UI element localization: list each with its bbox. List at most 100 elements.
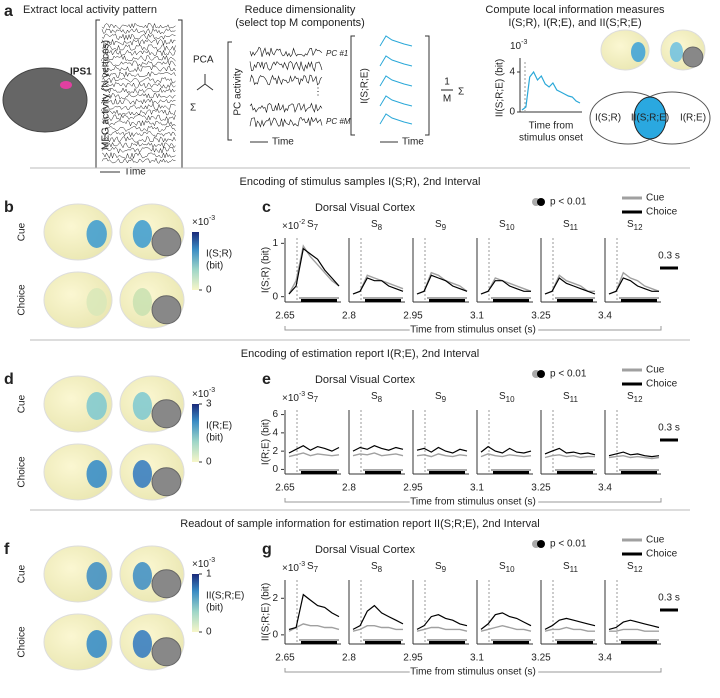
legend-label: Choice xyxy=(646,549,678,560)
trace-decor xyxy=(101,70,176,78)
trace-line xyxy=(544,617,596,630)
brain-view xyxy=(600,29,650,71)
exp-base: ×10 xyxy=(192,217,209,228)
sig-bar xyxy=(301,641,337,644)
trace-decor xyxy=(101,54,176,62)
trace-decor xyxy=(101,81,176,89)
row-label: Choice xyxy=(17,456,28,488)
trace-line xyxy=(352,452,404,457)
x-tick-label: 2.65 xyxy=(275,311,295,322)
sample-label: S9 xyxy=(435,219,447,232)
step-title: I(S;R), I(R;E), and II(S;R;E) xyxy=(508,17,641,29)
x-tick-label: 3.1 xyxy=(470,653,484,664)
row-label: Choice xyxy=(17,284,28,316)
brain-view xyxy=(119,545,185,603)
sig-bar xyxy=(619,639,659,641)
sig-label: p < 0.01 xyxy=(550,539,587,550)
legend-label: Cue xyxy=(646,535,665,546)
sample-label: S7 xyxy=(307,561,319,574)
colorbar-label: (bit) xyxy=(206,603,223,614)
colorbar-exponent: ×10-3 xyxy=(192,387,215,400)
sample-base: S xyxy=(563,219,570,230)
brain-view xyxy=(43,271,113,329)
sample-sub: 12 xyxy=(634,395,643,404)
sample-sub: 9 xyxy=(442,565,447,574)
venn-label: I(R;E) xyxy=(680,113,706,124)
cerebellum xyxy=(151,637,182,667)
bracket xyxy=(350,35,430,136)
trace-line xyxy=(352,604,404,630)
brain-view xyxy=(660,29,706,71)
sample-base: S xyxy=(371,219,378,230)
mini-trace xyxy=(521,70,581,111)
colorbar xyxy=(192,232,199,290)
section-title: Encoding of stimulus samples I(S;R), 2nd… xyxy=(240,176,481,188)
trace-line xyxy=(288,244,340,295)
axis-label: II(S;R;E) (bit) xyxy=(495,59,506,117)
brain-view xyxy=(119,375,185,433)
trace-line xyxy=(480,624,532,632)
sig-bar xyxy=(555,297,595,299)
exp-base: ×10 xyxy=(192,389,209,400)
sig-bar xyxy=(299,469,339,471)
sample-label: S7 xyxy=(307,219,319,232)
cerebellum xyxy=(151,569,182,599)
exp-base: ×10 xyxy=(282,221,299,232)
sig-bar xyxy=(299,297,339,299)
sample-label: S11 xyxy=(563,391,579,404)
brain-patch xyxy=(132,630,152,658)
sample-sub: 8 xyxy=(378,565,383,574)
pc-dots: ⋮ xyxy=(313,87,323,98)
sig-bar xyxy=(557,641,593,644)
sig-bar xyxy=(363,297,403,299)
brain-patch xyxy=(86,460,107,488)
trace-decor xyxy=(101,60,176,68)
trace-line xyxy=(609,628,659,632)
trace-decor xyxy=(101,97,176,106)
trace-line xyxy=(416,626,468,632)
sig-bar xyxy=(365,641,401,644)
panel-letter: g xyxy=(262,541,272,558)
brain-patch xyxy=(669,42,684,62)
exp: -3 xyxy=(209,557,215,564)
scale-bar-label: 0.3 s xyxy=(658,423,680,434)
info-trace xyxy=(379,35,413,47)
sig-bar xyxy=(299,639,339,641)
sample-sub: 9 xyxy=(442,223,447,232)
trace-line xyxy=(288,623,340,632)
sample-base: S xyxy=(499,219,506,230)
sample-sub: 9 xyxy=(442,395,447,404)
x-tick-label: 3.4 xyxy=(598,653,612,664)
trace-decor xyxy=(101,136,176,143)
brain-view xyxy=(43,545,113,603)
axis-label: I(S;R;E) xyxy=(360,68,371,104)
sample-base: S xyxy=(499,391,506,402)
sample-sub: 10 xyxy=(506,395,515,404)
axis-label: Time from xyxy=(529,121,574,132)
sample-sub: 7 xyxy=(314,565,319,574)
exp-base: ×10 xyxy=(192,559,209,570)
colorbar-tick-label: 0 xyxy=(206,627,212,638)
axis-exponent: ×10-3 xyxy=(282,391,305,404)
colorbar-tick-label: 0 xyxy=(206,457,212,468)
colorbar-tick-label: 1 xyxy=(206,569,212,580)
trace-decor xyxy=(101,141,176,149)
y-tick-label: 0 xyxy=(272,291,278,302)
x-tick-label: 3.1 xyxy=(470,311,484,322)
x-tick-label: 2.8 xyxy=(342,653,356,664)
roi-label: IPS1 xyxy=(70,67,92,78)
trace-line xyxy=(288,593,340,630)
trace-title: Dorsal Visual Cortex xyxy=(315,202,416,214)
brain-view xyxy=(119,203,185,261)
sample-base: S xyxy=(371,561,378,572)
sum-symbol: Σ xyxy=(458,87,464,98)
colorbar-tick-label: 0 xyxy=(206,285,212,296)
sample-base: S xyxy=(627,561,634,572)
y-tick-label: 2 xyxy=(272,446,278,457)
trace-decor xyxy=(101,33,176,41)
sample-label: S10 xyxy=(499,561,515,574)
trace-line xyxy=(544,277,596,295)
pca-label: PCA xyxy=(193,55,214,66)
sig-dot xyxy=(537,540,545,548)
row-label: Choice xyxy=(17,626,28,658)
